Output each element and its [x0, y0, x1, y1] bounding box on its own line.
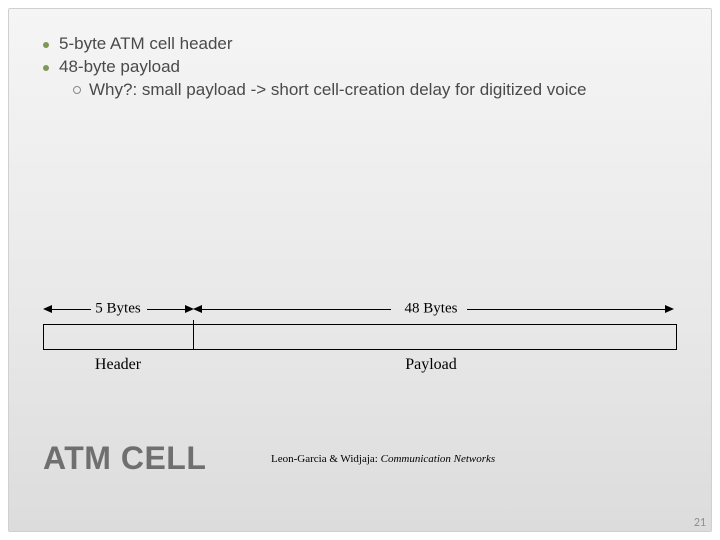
- header-cell-box: [43, 324, 193, 350]
- cell-box-row: [43, 324, 677, 350]
- slide-title: ATM CELL: [43, 440, 206, 477]
- bullet-dot-icon: [43, 42, 49, 48]
- attribution-authors: Leon-Garcia & Widjaja:: [271, 453, 378, 465]
- sub-bullet-ring-icon: [73, 86, 81, 94]
- dim-line: [201, 309, 391, 310]
- bullet-text: 5-byte ATM cell header: [59, 33, 233, 56]
- dim-line: [147, 309, 185, 310]
- bullet-item: 5-byte ATM cell header: [43, 33, 677, 56]
- payload-cell-label: Payload: [405, 356, 457, 374]
- dim-header-label: 5 Bytes: [89, 301, 146, 318]
- arrow-right-icon: [665, 305, 674, 313]
- attribution-book: Communication Networks: [381, 453, 496, 465]
- dim-line: [51, 309, 91, 310]
- page-number: 21: [694, 516, 706, 530]
- bullet-list: 5-byte ATM cell header 48-byte payload W…: [43, 33, 677, 102]
- atm-cell-diagram: 5 Bytes 48 Bytes Header Payload: [43, 294, 677, 324]
- dim-payload-label: 48 Bytes: [399, 301, 464, 318]
- bullet-item: 48-byte payload: [43, 56, 677, 79]
- sub-bullet-text: Why?: small payload -> short cell-creati…: [89, 79, 586, 102]
- attribution: Leon-Garcia & Widjaja: Communication Net…: [271, 453, 495, 465]
- dimension-row: 5 Bytes 48 Bytes: [43, 294, 677, 324]
- cell-label-row: Header Payload: [43, 356, 677, 380]
- sub-bullet-item: Why?: small payload -> short cell-creati…: [43, 79, 677, 102]
- dim-line: [467, 309, 665, 310]
- header-cell-label: Header: [95, 356, 141, 374]
- bullet-text: 48-byte payload: [59, 56, 180, 79]
- payload-cell-box: [193, 324, 677, 350]
- bullet-dot-icon: [43, 65, 49, 71]
- slide-container: 5-byte ATM cell header 48-byte payload W…: [8, 8, 712, 532]
